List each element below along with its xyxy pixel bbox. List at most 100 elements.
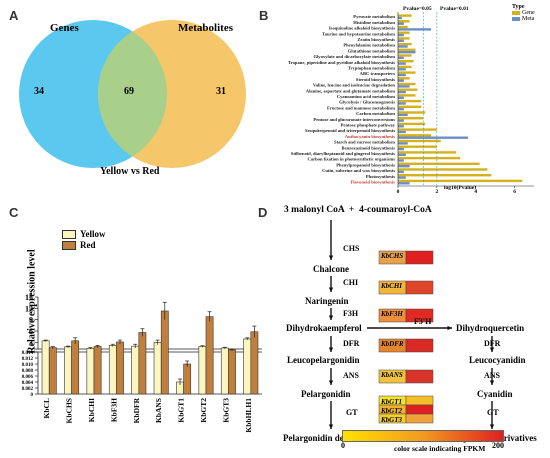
enzyme-chi: CHI [343,278,359,287]
heatmap-cell [405,395,434,406]
y-tick-label-lower: 0 [31,393,34,398]
bar-red [48,347,57,395]
bar-meta [398,51,416,54]
venn-label-metabolites: Metabolites [178,22,233,34]
bar-red [71,340,80,395]
pathway-label: Starch and sucrose metabolism [334,140,395,145]
pathway-arrowhead [447,325,452,331]
pathway-label: Phenylalanine metabolism [343,43,395,48]
y-tick-label-lower: 0.012 [22,357,34,362]
bar-gene [398,162,480,165]
colorbar-label: color scale indicating FPKM [394,444,486,453]
bar-red [93,346,102,395]
pathway-label: Cutin, suberine and wax biosynthesis [322,168,395,173]
bar-yellow [220,347,229,395]
metabolite-dihydroquercetin: Dihydroquercetin [456,323,525,333]
pathway-title: 3 malonyl CoA + 4-coumaroyl-CoA [284,205,432,215]
bar-meta [398,142,408,145]
pathway-label: Phenylpropanoid biosynthesis [336,162,395,167]
pathway-label: Carbon metabolism [356,111,395,116]
threshold-label-005: Pvalue=0.05 [403,6,432,12]
pathway-label: Tryptophan metabolism [348,66,395,71]
bar-gene [398,31,410,34]
gene-label-kbgt2: KbGT2 [381,407,402,415]
x-tick-label-c: KbCL [42,398,51,418]
bar-red [228,349,236,395]
x-tick-label-c: KbDFR [132,397,141,423]
axis-break-gap [36,349,262,352]
gene-label-kbchi: KbCHI [381,282,403,290]
y-axis-label-c: Relative expression level [26,249,38,354]
x-tick-label-c: KbF3H [109,398,118,422]
metabolite-naringenin: Naringenin [305,296,349,306]
legend-item-gene: Gene [512,10,535,16]
bar-gene [398,71,416,74]
bar-meta [398,68,406,71]
metabolite-leucopelargonidin: Leucopelargonidin [287,355,360,365]
bar-meta [398,16,402,20]
bar-meta [398,176,406,179]
bar-meta [398,73,406,77]
y-tick-label-lower: 0.014 [22,351,34,356]
bar-red [205,316,214,395]
metabolite-pelargonidin-derivatives: Pelargonidin derivatives [283,433,377,443]
x-axis-label-b: log10(Pvalue) [444,185,477,191]
pathway-label: Alanine, aspartate and glutamate metabol… [306,88,395,93]
bar-gene [398,37,410,40]
bar-meta [398,90,406,94]
x-tick-label-c: KbGT1 [177,398,186,423]
pathway-label: Tropane, piperidine and pyridine alkaloi… [288,60,395,65]
bar-gene [398,14,412,17]
enzyme-f3h-prime: F3'H [414,317,432,326]
legend-title: Type [512,4,525,10]
pathway-label: Pyruvate metabolism [353,14,395,19]
pathway-label: Flavonoid biosynthesis [350,180,395,185]
bar-gene [398,99,422,103]
x-tick-label-b: 2 [435,189,438,195]
bar-gene [398,111,426,114]
bar-red [138,332,147,395]
bar-meta [398,102,406,105]
pathway-label: Sesquiterpenoid and triterpenoid biosynt… [305,128,395,133]
bar-meta [398,85,410,88]
bar-meta [398,33,404,37]
x-tick-label-b: 4 [474,189,477,195]
bar-meta [398,130,406,134]
pathway-label: Isoquinoline alkaloid biosynthesis [329,26,395,31]
bar-gene [398,42,412,46]
y-tick-label-lower: 0.010 [22,363,34,368]
pathway-label: Steroid biosynthesis [356,77,395,82]
heatmap-cell [405,369,434,384]
bar-meta [398,119,404,122]
pathway-arrowhead [328,380,334,385]
panel-label-a: A [9,8,19,23]
bar-gene [398,128,437,131]
enzyme-gt-right: GT [487,408,499,417]
enzyme-gt: GT [346,408,358,417]
pathway-arrowhead [489,380,495,385]
pathway-label: Glyoxylate and dicarboxylate metabolism [313,54,395,59]
bar-meta [398,170,404,174]
bar-red [116,341,124,395]
legend-item-meta: Meta [512,16,535,22]
bar-meta [398,108,404,111]
threshold-label-001: Pvalue=0.01 [440,6,469,12]
bar-meta [398,56,404,60]
bar-gene [398,82,416,86]
bar-meta [398,159,404,162]
pathway-arrowhead [328,255,334,260]
legend-swatch-yellow [62,229,76,239]
y-tick-label-upper: 15 [25,293,33,302]
pathway-label: Anthocyanin biosynthesis [345,134,395,139]
bar-red [183,363,192,395]
pathway-label: Taurine and hypotaurine metabolism [322,31,395,36]
x-tick-label-c: KbCHI [87,398,96,422]
bar-meta [398,165,410,168]
legend-swatch-gene [512,11,520,15]
venn-overlap [98,20,167,168]
bar-gene [398,134,432,137]
bar-meta [398,113,408,117]
enzyme-ans-right: ANS [484,371,501,380]
bar-gene [398,156,461,160]
